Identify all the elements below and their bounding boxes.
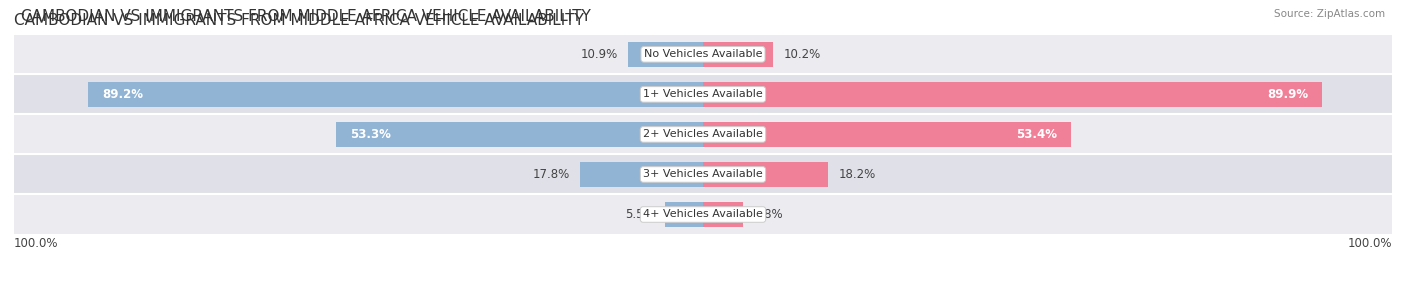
Text: 53.3%: 53.3%: [350, 128, 391, 141]
Bar: [703, 82, 1323, 107]
Text: 89.2%: 89.2%: [103, 88, 143, 101]
Text: No Vehicles Available: No Vehicles Available: [644, 49, 762, 59]
Bar: [665, 202, 703, 227]
Text: 1+ Vehicles Available: 1+ Vehicles Available: [643, 90, 763, 99]
Text: 3+ Vehicles Available: 3+ Vehicles Available: [643, 170, 763, 179]
Bar: [89, 82, 703, 107]
Bar: [14, 194, 1392, 235]
Text: 89.9%: 89.9%: [1267, 88, 1309, 101]
Bar: [703, 42, 773, 67]
Text: 17.8%: 17.8%: [533, 168, 569, 181]
Text: 10.9%: 10.9%: [581, 48, 617, 61]
Text: CAMBODIAN VS IMMIGRANTS FROM MIDDLE AFRICA VEHICLE AVAILABILITY: CAMBODIAN VS IMMIGRANTS FROM MIDDLE AFRI…: [14, 13, 583, 28]
Bar: [14, 154, 1392, 194]
Bar: [336, 122, 703, 147]
Text: 10.2%: 10.2%: [783, 48, 821, 61]
Text: 2+ Vehicles Available: 2+ Vehicles Available: [643, 130, 763, 139]
Bar: [14, 74, 1392, 114]
Text: 53.4%: 53.4%: [1017, 128, 1057, 141]
Text: 18.2%: 18.2%: [839, 168, 876, 181]
Bar: [703, 202, 742, 227]
Text: 5.5%: 5.5%: [626, 208, 655, 221]
Bar: [14, 34, 1392, 74]
Text: 100.0%: 100.0%: [14, 237, 59, 249]
Bar: [703, 122, 1071, 147]
Bar: [581, 162, 703, 187]
Bar: [703, 162, 828, 187]
Text: 4+ Vehicles Available: 4+ Vehicles Available: [643, 210, 763, 219]
Text: Source: ZipAtlas.com: Source: ZipAtlas.com: [1274, 9, 1385, 19]
Bar: [14, 114, 1392, 154]
Bar: [628, 42, 703, 67]
Text: 100.0%: 100.0%: [1347, 237, 1392, 249]
Text: 5.8%: 5.8%: [754, 208, 783, 221]
Text: CAMBODIAN VS IMMIGRANTS FROM MIDDLE AFRICA VEHICLE AVAILABILITY: CAMBODIAN VS IMMIGRANTS FROM MIDDLE AFRI…: [21, 9, 591, 23]
Legend: Cambodian, Immigrants from Middle Africa: Cambodian, Immigrants from Middle Africa: [546, 282, 860, 286]
